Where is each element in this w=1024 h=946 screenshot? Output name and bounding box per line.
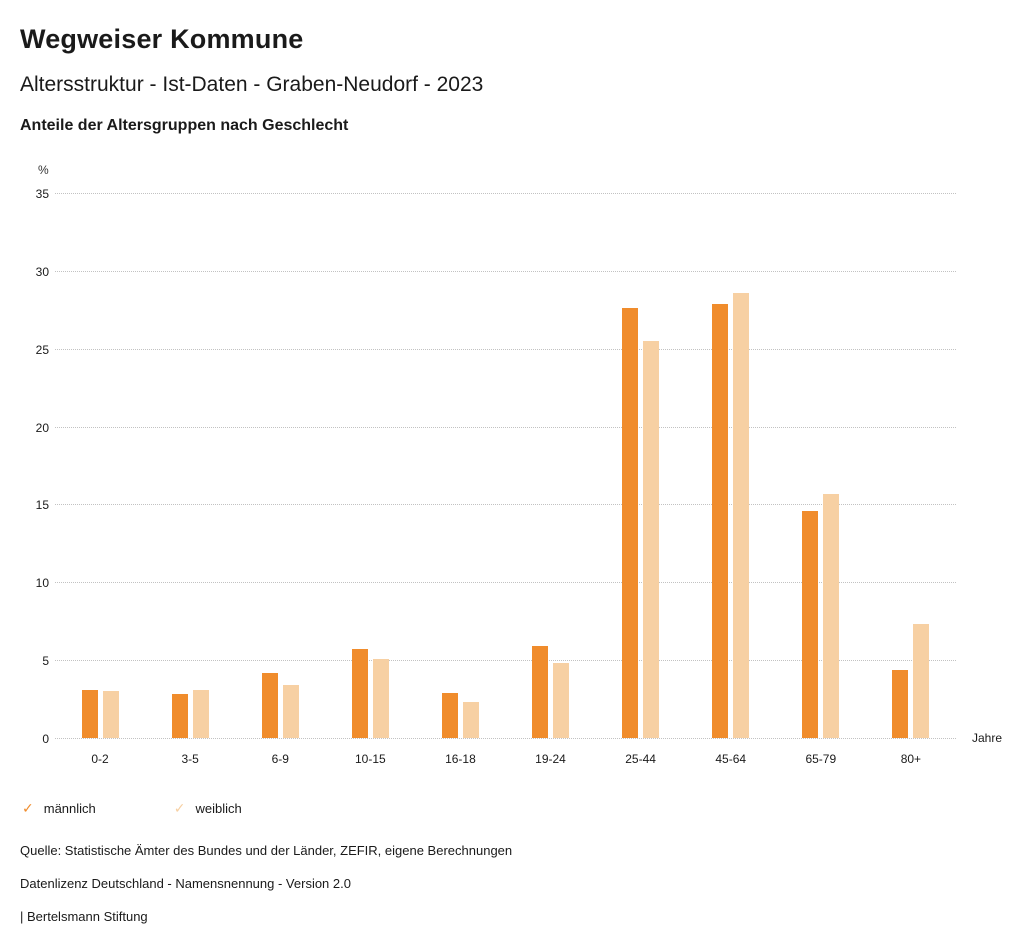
y-tick-label-20: 20 — [35, 420, 49, 435]
chart-legend: ✓ männlich ✓ weiblich — [22, 800, 1004, 817]
bar-weiblich-65-79 — [823, 493, 840, 738]
bar-group-3-5 — [145, 193, 235, 738]
legend-item-label: männlich — [43, 801, 96, 816]
y-tick-label-35: 35 — [35, 187, 49, 201]
license-note: Datenlizenz Deutschland - Namensnennung … — [20, 876, 351, 891]
gridline-5: 5 — [42, 654, 956, 668]
gridline-10: 10 — [36, 576, 956, 590]
chart-heading: Anteile der Altersgruppen nach Geschlech… — [20, 117, 349, 134]
y-tick-label-0: 0 — [42, 732, 49, 746]
bar-weiblich-0-2 — [102, 691, 119, 738]
x-tick-label-16-18: 16-18 — [445, 752, 476, 766]
gridline-35: 35 — [36, 187, 956, 201]
plot-area: 35 30 25 20 15 10 5 0 Jahre — [36, 187, 1002, 746]
x-tick-label-6-9: 6-9 — [271, 752, 289, 766]
check-icon: ✓ — [22, 800, 34, 816]
bar-männlich-65-79 — [802, 510, 819, 738]
x-tick-label-80+: 80+ — [900, 752, 922, 766]
gridline-0: 0 — [42, 732, 956, 746]
check-icon: ✓ — [173, 800, 186, 816]
page-subtitle: Altersstruktur - Ist-Daten - Graben-Neud… — [20, 73, 484, 96]
bar-group-6-9 — [235, 193, 325, 738]
bar-group-25-44 — [596, 193, 686, 738]
bar-group-80+ — [866, 193, 956, 738]
age-structure-bar-chart: % 35 30 25 20 15 10 5 0 Jahre 0-2 3-5 6-9 10-15 16-… — [20, 163, 1004, 817]
gridline-15: 15 — [36, 498, 956, 512]
bar-weiblich-10-15 — [372, 658, 389, 738]
gridline-20: 20 — [36, 421, 956, 435]
bar-group-10-15 — [325, 193, 415, 738]
bar-männlich-10-15 — [351, 649, 368, 738]
y-tick-label-10: 10 — [35, 576, 49, 591]
source-note: Quelle: Statistische Ämter des Bundes un… — [20, 843, 513, 858]
bar-weiblich-16-18 — [462, 702, 479, 738]
x-tick-label-0-2: 0-2 — [91, 752, 109, 766]
y-tick-label-15: 15 — [35, 498, 49, 513]
bar-weiblich-19-24 — [553, 663, 570, 738]
attribution-note: | Bertelsmann Stiftung — [20, 909, 148, 924]
gridline-30: 30 — [36, 265, 956, 279]
bar-group-16-18 — [415, 193, 505, 738]
bar-weiblich-25-44 — [643, 340, 660, 738]
x-tick-label-3-5: 3-5 — [181, 752, 199, 766]
footer: Quelle: Statistische Ämter des Bundes un… — [20, 843, 1004, 924]
y-tick-label-5: 5 — [42, 654, 49, 669]
page-title: Wegweiser Kommune — [20, 24, 304, 54]
bar-männlich-80+ — [892, 669, 909, 738]
bar-männlich-0-2 — [81, 689, 98, 738]
bar-weiblich-80+ — [913, 624, 930, 738]
y-tick-label-25: 25 — [35, 342, 49, 357]
bar-group-19-24 — [505, 193, 595, 738]
bar-männlich-45-64 — [712, 303, 729, 738]
x-tick-label-65-79: 65-79 — [805, 752, 837, 766]
x-tick-label-25-44: 25-44 — [625, 752, 656, 766]
x-tick-label-45-64: 45-64 — [715, 752, 747, 766]
bar-männlich-16-18 — [441, 692, 458, 738]
x-axis-labels: 0-2 3-5 6-9 10-15 16-18 19-24 25-44 45-64 65-79 8… — [55, 752, 956, 766]
bar-männlich-25-44 — [622, 308, 639, 738]
bar-weiblich-45-64 — [733, 292, 750, 738]
bar-group-0-2 — [55, 193, 145, 738]
x-tick-label-19-24: 19-24 — [535, 752, 566, 766]
legend-item-weiblich[interactable]: ✓ weiblich — [174, 800, 242, 817]
x-tick-label-10-15: 10-15 — [354, 752, 386, 766]
y-axis-unit-label: % — [38, 163, 49, 177]
x-axis-unit-label: Jahre — [971, 731, 1002, 745]
bar-group-45-64 — [686, 193, 776, 738]
bar-männlich-6-9 — [261, 672, 278, 738]
bar-groups — [55, 193, 956, 738]
gridline-25: 25 — [36, 343, 956, 357]
legend-item-männlich[interactable]: ✓ männlich — [22, 800, 96, 817]
bar-group-65-79 — [776, 193, 866, 738]
bar-weiblich-6-9 — [282, 685, 299, 738]
bar-männlich-3-5 — [171, 694, 188, 738]
bar-weiblich-3-5 — [192, 689, 209, 738]
bar-männlich-19-24 — [532, 646, 549, 738]
y-tick-label-30: 30 — [35, 264, 49, 279]
legend-item-label: weiblich — [195, 801, 242, 816]
